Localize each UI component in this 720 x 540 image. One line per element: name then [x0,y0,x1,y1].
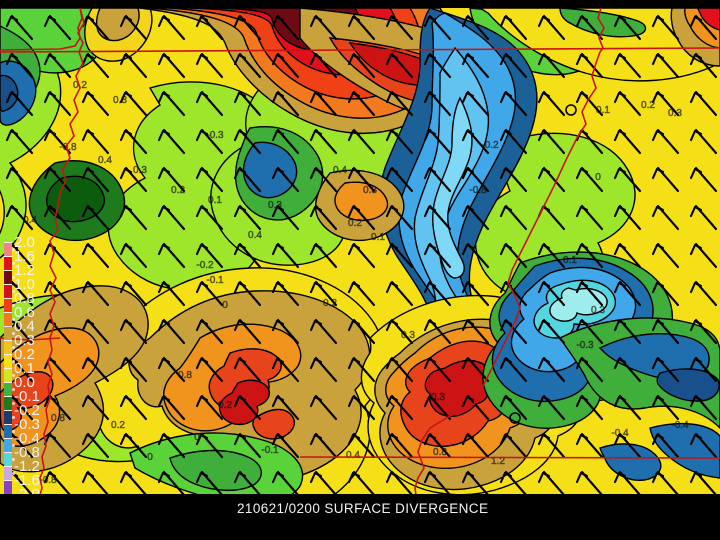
svg-text:0.2: 0.2 [218,400,232,411]
svg-text:-0.2: -0.2 [196,260,214,271]
svg-text:-0.1: -0.1 [261,445,279,456]
svg-text:0.4: 0.4 [98,155,112,166]
svg-text:0.1: 0.1 [563,255,577,266]
svg-text:0.3: 0.3 [401,330,415,341]
svg-text:0.3: 0.3 [113,95,127,106]
svg-text:0.3: 0.3 [133,165,147,176]
svg-text:0.1: 0.1 [596,105,610,116]
svg-text:0.1: 0.1 [371,232,385,243]
svg-text:0: 0 [147,452,153,463]
svg-text:-0.3: -0.3 [576,340,594,351]
svg-text:-0.4: -0.4 [671,420,689,431]
svg-text:0.2: 0.2 [111,420,125,431]
svg-text:0: 0 [194,432,200,443]
svg-text:0.4: 0.4 [248,230,262,241]
svg-text:-0.2: -0.2 [481,140,499,151]
svg-text:0.3: 0.3 [431,392,445,403]
svg-text:0.4: 0.4 [333,165,347,176]
svg-text:0: 0 [595,172,601,183]
svg-text:0.8: 0.8 [178,370,192,381]
svg-text:0.4: 0.4 [346,450,360,461]
svg-text:-0.8: -0.8 [469,185,487,196]
svg-text:0.8: 0.8 [433,447,447,458]
svg-text:0.8: 0.8 [51,413,65,424]
svg-text:0.4: 0.4 [23,215,37,226]
svg-text:0.2: 0.2 [641,100,655,111]
svg-text:0.3: 0.3 [363,185,377,196]
svg-text:0: 0 [222,300,228,311]
svg-text:-0.1: -0.1 [206,275,224,286]
svg-text:0.3: 0.3 [268,200,282,211]
svg-text:0.2: 0.2 [171,185,185,196]
svg-text:-0.4: -0.4 [611,428,629,439]
svg-text:0.2: 0.2 [323,298,337,309]
svg-text:0.3: 0.3 [591,305,605,316]
svg-text:0.2: 0.2 [348,218,362,229]
svg-text:0.1: 0.1 [208,195,222,206]
svg-text:-0.3: -0.3 [206,130,224,141]
svg-text:0.3: 0.3 [668,108,682,119]
